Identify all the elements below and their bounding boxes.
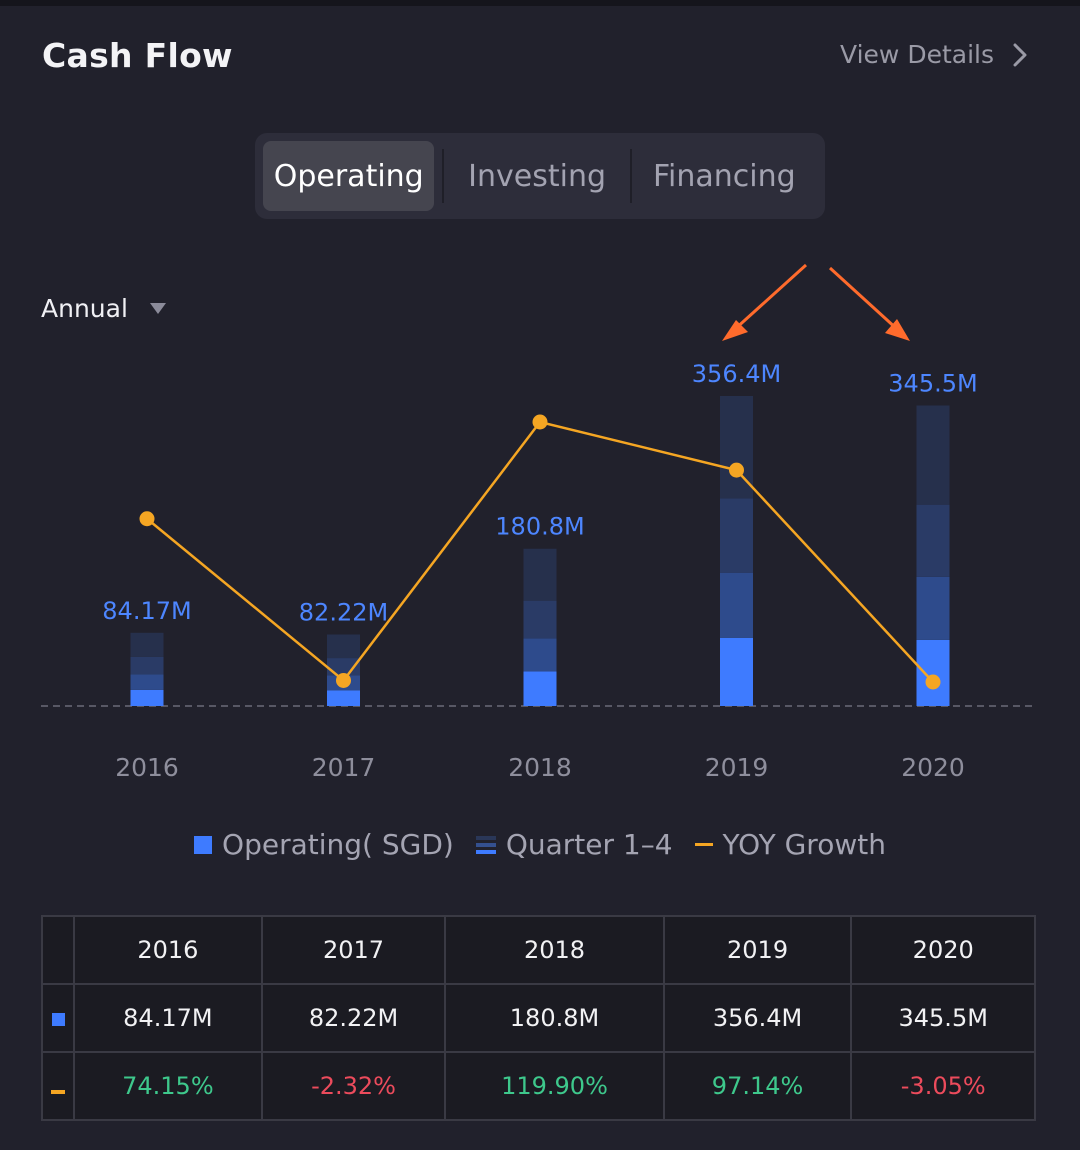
yoy-point [729,462,744,478]
table-year-cell: 2017 [260,915,447,985]
table-value-cell: 82.22M [260,983,447,1053]
legend-item-operating: Operating( SGD) [194,828,454,861]
table-year-cell: 2020 [850,915,1036,985]
view-details-link[interactable]: View Details [840,40,1032,69]
chevron-right-icon [1013,43,1027,66]
bar-segment [916,405,950,505]
tab-financing[interactable]: Financing [652,158,796,194]
tab-divider [629,149,632,203]
bar-segment [523,548,557,601]
yoy-point [532,414,548,430]
table-value-cell: 345.5M [850,983,1036,1053]
top-strip [0,0,1080,6]
bar-segment [130,632,164,657]
table-value-cell: 180.8M [444,983,665,1053]
table-growth-cell: 97.14% [662,1051,853,1121]
table-corner-cell [41,915,75,985]
bar-segment [523,671,557,706]
x-tick-label: 2018 [508,753,572,782]
bar-segment [130,674,164,690]
tab-divider [442,149,445,203]
cashflow-table: 2016 2017 2018 2019 2020 84.17M 82.22M 1… [41,915,1036,1121]
bar-segment [916,504,950,577]
annotation-arrow-right [828,266,900,332]
table-value-cell: 84.17M [73,983,263,1053]
growth-line-icon [51,1090,65,1094]
bar-segment [327,690,360,706]
bar-value-label: 84.17M [102,597,191,625]
annotation-arrowhead-left [722,320,748,341]
bar-value-label: 180.8M [495,513,584,541]
card-title: Cash Flow [42,36,233,75]
table-row-growth: 74.15% -2.32% 119.90% 97.14% -3.05% [41,1051,1036,1121]
bar-value-label: 345.5M [888,369,977,397]
annotation-arrow-left [732,263,808,332]
operating-square-icon [51,1013,65,1026]
bar-segment [327,634,360,659]
bar-segment [916,639,950,706]
tab-investing[interactable]: Investing [468,158,607,194]
x-tick-label: 2019 [705,753,769,782]
chart-legend: Operating( SGD) Quarter 1–4 YOY Growth [0,828,1080,861]
legend-stack-icon [475,835,496,854]
table-year-cell: 2019 [662,915,853,985]
bar-segment [130,689,164,706]
table-year-cell: 2018 [444,915,665,985]
x-tick-label: 2020 [901,753,965,782]
legend-line-icon [694,843,713,846]
legend-item-yoy: YOY Growth [694,828,886,861]
bar-value-label: 356.4M [692,360,781,388]
table-row-marker [41,1051,75,1121]
table-header-row: 2016 2017 2018 2019 2020 [41,915,1036,985]
period-dropdown[interactable]: Annual [41,294,166,323]
bar-segment [523,600,557,639]
legend-label-operating: Operating( SGD) [222,828,454,861]
table-year-cell: 2016 [73,915,263,985]
yoy-point [139,511,155,527]
bar-segment [523,638,557,672]
period-value: Annual [41,294,128,323]
caret-down-icon [149,303,166,314]
table-row-operating: 84.17M 82.22M 180.8M 356.4M 345.5M [41,983,1036,1053]
table-growth-cell: -2.32% [260,1051,447,1121]
legend-label-yoy: YOY Growth [722,828,886,861]
cashflow-type-tabs: Operating Investing Financing [255,133,825,219]
yoy-point [925,674,941,690]
legend-label-quarters: Quarter 1–4 [505,828,673,861]
bar-segment [720,637,753,706]
x-tick-label: 2016 [115,753,179,782]
x-tick-label: 2017 [312,753,376,782]
table-growth-cell: -3.05% [850,1051,1036,1121]
table-growth-cell: 74.15% [73,1051,263,1121]
table-growth-cell: 119.90% [444,1051,665,1121]
bar-segment [720,572,753,638]
bar-segment [130,656,164,675]
legend-item-quarters: Quarter 1–4 [475,828,673,861]
table-value-cell: 356.4M [662,983,853,1053]
bar-value-label: 82.22M [299,598,388,626]
bar-segment [916,576,950,640]
bar-segment [720,498,753,573]
annotation-arrowhead-right [885,319,910,341]
table-row-marker [41,983,75,1053]
cashflow-chart: 84.17M 2016 82.22M 2017 180.8M 2018 356.4M 2019… [41,263,1036,782]
yoy-point [336,672,351,688]
tab-operating[interactable]: Operating [263,141,435,211]
legend-square-icon [194,835,213,854]
view-details-label: View Details [840,40,994,69]
